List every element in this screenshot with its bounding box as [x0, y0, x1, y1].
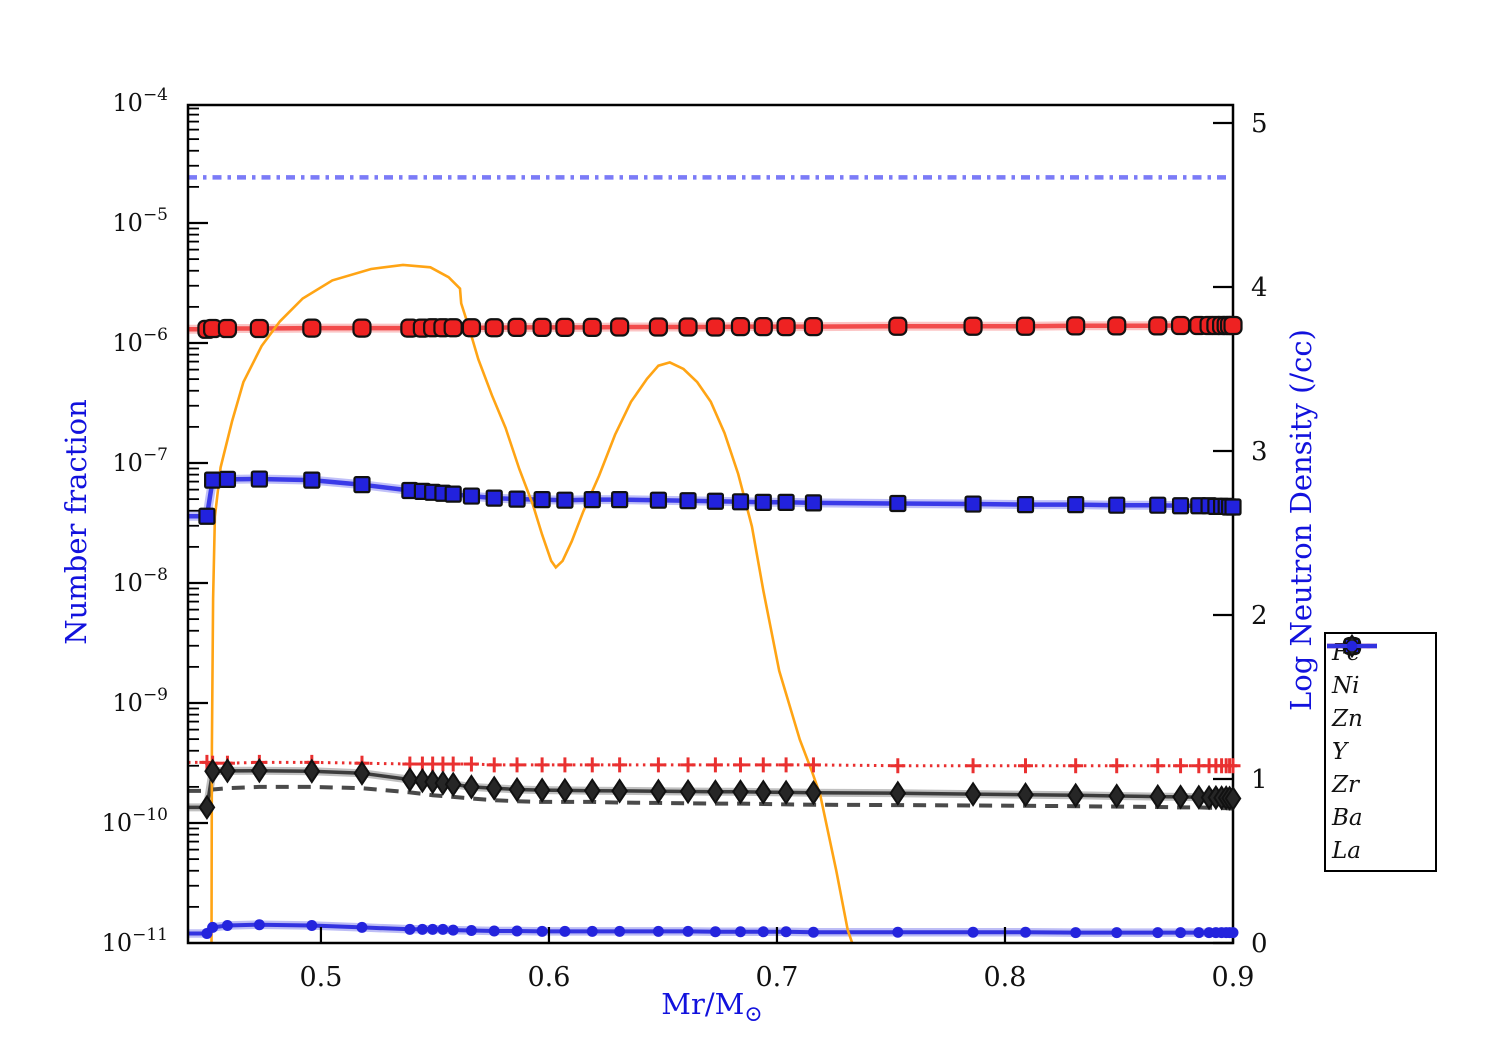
- legend-item-zn: Zn: [1327, 637, 1435, 734]
- plot-border: [186, 103, 1235, 945]
- legend-label-ba: Ba: [1332, 805, 1363, 832]
- axes: 0.5 0.6 0.7 0.8 0.9 10−4 10−5 10−6 10−7 10−8 10−9 1…: [102, 85, 1268, 993]
- y-left-tick-label: 10−8: [112, 565, 168, 597]
- y-left-tick-label: 10−11: [102, 925, 168, 957]
- y-left-tick-label: 10−4: [112, 85, 168, 117]
- legend-item-la: La: [1327, 640, 1435, 866]
- series-zn-line: [188, 476, 1233, 519]
- series-la-line: [188, 922, 1233, 936]
- y-right-tick-label: 3: [1251, 437, 1268, 467]
- x-tick-label: 0.5: [299, 962, 342, 993]
- neutron-density-curve: [210, 263, 854, 943]
- x-tick-label: 0.7: [755, 962, 798, 993]
- series-ba-line: [188, 768, 1233, 810]
- legend: FeNiZnYZrBaLa: [1324, 632, 1437, 872]
- y-right-tick-label: 0: [1251, 929, 1268, 959]
- y-right-tick-label: 4: [1251, 273, 1268, 303]
- series-lines: [188, 175, 1233, 938]
- y-left-tick-label: 10−9: [112, 685, 168, 717]
- series-la-markers: [201, 919, 1239, 939]
- y-left-tick-label: 10−7: [112, 445, 168, 477]
- legend-label-ni: Ni: [1332, 672, 1360, 699]
- series-ba-markers: [198, 757, 1242, 821]
- legend-item-zr: Zr: [1327, 638, 1435, 800]
- x-tick-label: 0.6: [527, 962, 570, 993]
- legend-sample-la: [1327, 640, 1377, 652]
- legend-label-zn: Zn: [1332, 705, 1363, 732]
- y-left-tick-label: 10−5: [112, 205, 168, 237]
- legend-item-ba: Ba: [1327, 634, 1435, 833]
- y-axis-right-title: Log Neutron Density (/cc): [1284, 329, 1318, 711]
- y-left-tick-label: 10−6: [112, 325, 168, 357]
- x-tick-label: 0.9: [1212, 962, 1255, 993]
- y-right-tick-label: 2: [1251, 601, 1268, 631]
- y-left-tick-label: 10−10: [102, 805, 168, 837]
- series-ni-markers: [197, 315, 1243, 339]
- x-axis-title-sub: ⊙: [744, 1001, 763, 1027]
- y-axis-left-title: Number fraction: [59, 399, 93, 645]
- legend-item-ni: Ni: [1327, 636, 1435, 701]
- x-axis-title: Mr/M⊙: [661, 987, 762, 1027]
- legend-item-y: Y: [1327, 644, 1435, 767]
- series-zn-markers: [198, 470, 1242, 525]
- x-tick-label: 0.8: [984, 962, 1027, 993]
- x-axis-title-main: Mr/M: [661, 987, 745, 1022]
- y-right-tick-label: 1: [1251, 765, 1268, 795]
- series-zr-line: [188, 760, 1233, 768]
- y-right-tick-label: 5: [1251, 109, 1268, 139]
- legend-label-zr: Zr: [1332, 772, 1359, 799]
- series-zr-markers: [199, 754, 1241, 774]
- series-y-line: [188, 784, 1233, 811]
- legend-label-y: Y: [1332, 738, 1348, 765]
- legend-label-la: La: [1332, 838, 1361, 865]
